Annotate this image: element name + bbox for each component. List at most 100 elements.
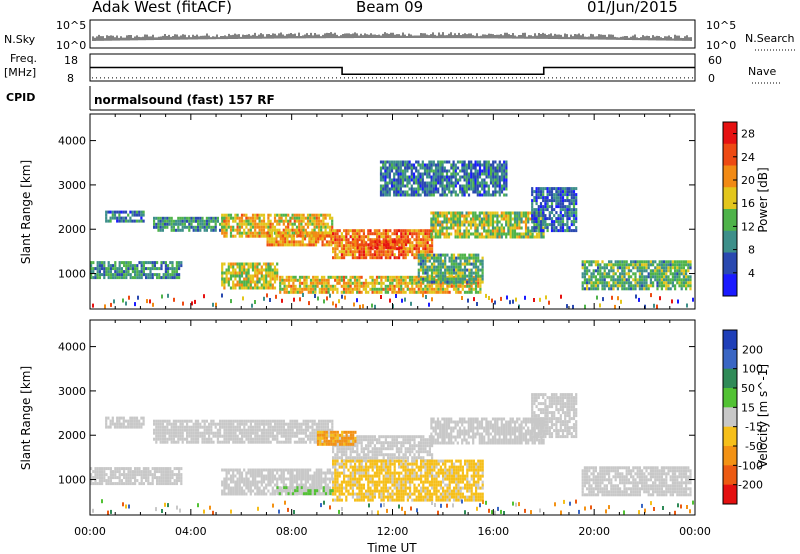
- heatmap-cell: [393, 190, 396, 194]
- heatmap-cell: [430, 187, 433, 191]
- heatmap-cell: [434, 232, 437, 236]
- heatmap-cell: [572, 211, 576, 215]
- heatmap-cell: [415, 250, 418, 254]
- heatmap-cell: [245, 431, 248, 435]
- heatmap-cell: [492, 166, 495, 170]
- heatmap-cell: [572, 190, 576, 194]
- heatmap-cell: [608, 275, 611, 279]
- heatmap-cell: [406, 250, 409, 254]
- heatmap-cell: [627, 272, 630, 276]
- heatmap-cell: [564, 205, 567, 209]
- heatmap-cell: [678, 269, 681, 273]
- heatmap-cell: [410, 193, 413, 197]
- heatmap-cell: [376, 229, 379, 233]
- heatmap-cell: [463, 214, 466, 218]
- heatmap-cell: [660, 272, 663, 276]
- velocity-heatmap: [90, 393, 694, 515]
- heatmap-cell: [507, 220, 510, 224]
- heatmap-cell: [559, 217, 562, 221]
- heatmap-cell: [168, 216, 171, 220]
- heatmap-cell: [539, 205, 543, 209]
- heatmap-cell: [441, 253, 445, 257]
- heatmap-cell: [374, 240, 377, 244]
- heatmap-cell: [358, 287, 361, 291]
- heatmap-cell: [467, 178, 471, 182]
- heatmap-cell: [265, 440, 268, 444]
- heatmap-cell: [278, 222, 281, 226]
- heatmap-cell: [225, 234, 228, 238]
- heatmap-cell: [179, 437, 182, 441]
- heatmap-cell: [520, 217, 523, 221]
- heatmap-cell: [459, 184, 462, 188]
- heatmap-cell: [243, 286, 246, 290]
- heatmap-cell: [470, 187, 473, 191]
- heatmap-cell: [568, 193, 571, 197]
- heatmap-cell: [461, 256, 464, 260]
- heatmap-cell: [194, 216, 197, 220]
- heatmap-cell: [455, 274, 458, 278]
- heatmap-cell: [489, 235, 492, 239]
- heatmap-cell: [535, 229, 538, 233]
- heatmap-cell: [513, 214, 517, 218]
- heatmap-cell: [430, 163, 433, 167]
- heatmap-cell: [561, 208, 565, 212]
- heatmap-cell: [120, 416, 123, 420]
- heatmap-cell: [586, 287, 589, 291]
- heatmap-cell: [470, 184, 473, 188]
- heatmap-cell: [395, 169, 398, 173]
- heatmap-cell: [450, 217, 453, 221]
- heatmap-cell: [450, 262, 453, 266]
- heatmap-cell: [180, 473, 183, 477]
- heatmap-cell: [260, 225, 263, 229]
- heatmap-cell: [590, 284, 593, 288]
- heatmap-cell: [240, 222, 244, 226]
- heatmap-cell: [535, 211, 538, 215]
- heatmap-cell: [575, 208, 578, 212]
- heatmap-cell: [667, 281, 670, 285]
- heatmap-cell: [331, 287, 335, 291]
- heatmap-cell: [270, 240, 274, 244]
- heatmap-cell: [216, 437, 219, 441]
- heatmap-cell: [238, 431, 241, 435]
- heatmap-cell: [173, 482, 176, 486]
- heatmap-cell: [445, 229, 448, 233]
- heatmap-cell: [467, 184, 471, 188]
- heatmap-cell: [265, 428, 268, 432]
- heatmap-cell: [197, 422, 200, 426]
- heatmap-cell: [465, 178, 468, 182]
- heatmap-cell: [480, 223, 484, 227]
- heatmap-cell: [492, 184, 495, 188]
- heatmap-cell: [251, 225, 255, 229]
- heatmap-cell: [417, 175, 420, 179]
- heatmap-cell: [513, 211, 517, 215]
- heatmap-cell: [312, 278, 315, 282]
- heatmap-cell: [151, 267, 154, 271]
- heatmap-cell: [393, 160, 396, 164]
- heatmap-cell: [485, 160, 488, 164]
- heatmap-cell: [320, 281, 324, 285]
- heatmap-cell: [134, 264, 137, 268]
- heatmap-cell: [548, 205, 551, 209]
- heatmap-cell: [531, 217, 534, 221]
- heatmap-cell: [636, 278, 639, 282]
- heatmap-cell: [103, 270, 106, 274]
- heatmap-cell: [441, 172, 444, 176]
- heatmap-cell: [109, 219, 112, 223]
- heatmap-cell: [251, 268, 255, 272]
- heatmap-cell: [426, 187, 429, 191]
- heatmap-cell: [306, 216, 310, 220]
- heatmap-cell: [419, 281, 423, 285]
- heatmap-cell: [489, 193, 493, 197]
- heatmap-cell: [546, 193, 549, 197]
- heatmap-cell: [360, 284, 363, 288]
- heatmap-cell: [354, 250, 357, 254]
- heatmap-cell: [354, 229, 357, 233]
- heatmap-cell: [408, 290, 412, 294]
- heatmap-cell: [524, 232, 528, 236]
- heatmap-cell: [349, 244, 352, 248]
- heatmap-cell: [138, 219, 141, 223]
- heatmap-cell: [435, 274, 438, 278]
- heatmap-cell: [347, 232, 350, 236]
- heatmap-cell: [183, 437, 186, 441]
- heatmap-cell: [406, 193, 409, 197]
